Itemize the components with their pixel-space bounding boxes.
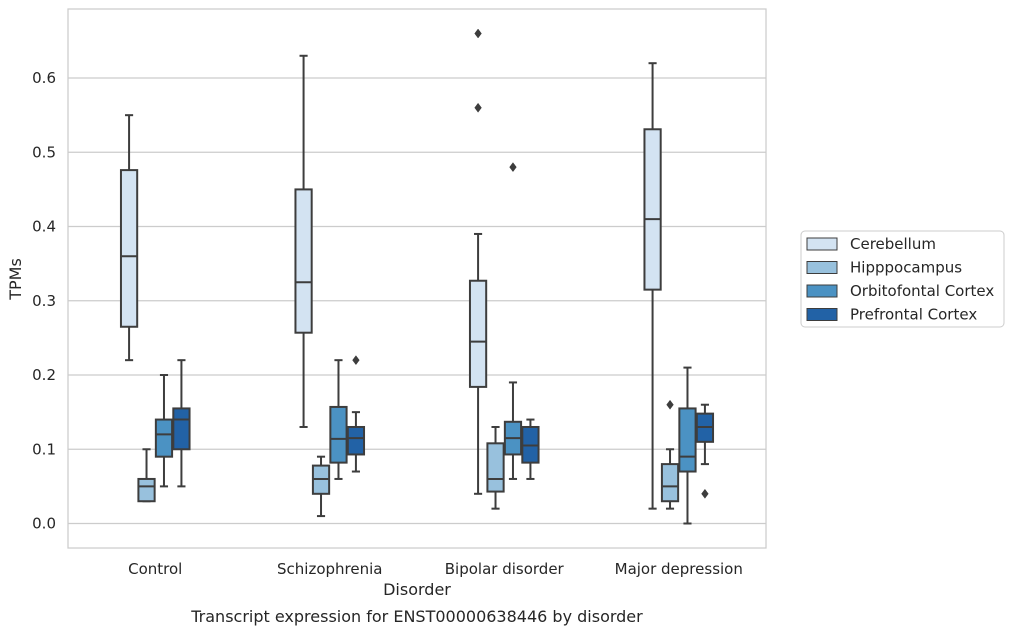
outlier-point xyxy=(701,488,709,499)
x-tick-label: Schizophrenia xyxy=(277,560,382,578)
y-tick-label: 0.2 xyxy=(32,366,56,384)
box-iqr xyxy=(678,407,697,473)
box-hipppocampus xyxy=(486,425,505,510)
box-iqr xyxy=(643,128,662,291)
x-axis-ticks: Control Schizophrenia Bipolar disorder Majo… xyxy=(128,560,743,578)
x-tick-label: Control xyxy=(128,560,182,578)
chart-caption: Transcript expression for ENST0000063844… xyxy=(190,607,643,626)
y-tick-label: 0.1 xyxy=(32,440,56,458)
box-iqr xyxy=(329,405,348,464)
box-iqr xyxy=(154,418,174,458)
y-axis-label: TPMs xyxy=(6,258,25,301)
outlier-point xyxy=(666,399,674,410)
box-orbitofontal-cortex xyxy=(503,162,523,480)
legend-swatch xyxy=(806,308,838,321)
legend-frame xyxy=(800,230,1005,328)
legend-swatch xyxy=(806,261,838,274)
outlier-point xyxy=(509,162,517,173)
y-axis-ticks: 0.0 0.1 0.2 0.3 0.4 0.5 0.6 xyxy=(32,69,56,532)
y-tick-label: 0.0 xyxy=(32,515,56,533)
legend-label: Prefrontal Cortex xyxy=(850,306,977,324)
legend: Cerebellum Hipppocampus Orbitofontal Corte… xyxy=(800,230,1005,328)
box-orbitofontal-cortex xyxy=(329,359,348,480)
outlier-point xyxy=(474,102,482,113)
y-tick-label: 0.3 xyxy=(32,292,56,310)
y-tick-label: 0.6 xyxy=(32,69,56,87)
legend-label: Cerebellum xyxy=(850,235,936,253)
box-iqr xyxy=(660,463,680,503)
box-prefrontal-cortex xyxy=(521,418,540,480)
x-axis-label: Disorder xyxy=(383,580,451,599)
box-orbitofontal-cortex xyxy=(154,374,174,488)
box-cerebellum xyxy=(294,54,313,428)
legend-label: Hipppocampus xyxy=(850,259,962,277)
box-iqr xyxy=(486,442,505,493)
legend-swatch xyxy=(806,237,838,251)
box-orbitofontal-cortex xyxy=(678,366,697,525)
box-iqr xyxy=(119,169,139,328)
x-tick-label: Major depression xyxy=(615,560,743,578)
x-tick-label: Bipolar disorder xyxy=(445,560,565,578)
box-iqr xyxy=(468,279,488,388)
box-iqr xyxy=(294,188,313,334)
box-cerebellum xyxy=(468,28,488,495)
box-iqr xyxy=(137,477,156,503)
box-iqr xyxy=(172,407,191,451)
box-hipppocampus xyxy=(311,455,331,518)
box-iqr xyxy=(346,425,366,456)
box-cerebellum xyxy=(643,62,662,510)
plot-area xyxy=(119,28,715,525)
box-cerebellum xyxy=(119,114,139,362)
box-hipppocampus xyxy=(137,448,156,503)
y-tick-label: 0.5 xyxy=(32,143,56,161)
box-prefrontal-cortex xyxy=(346,355,366,473)
outlier-point xyxy=(352,355,360,366)
plot-frame xyxy=(67,8,767,549)
legend-label: Orbitofontal Cortex xyxy=(850,282,994,300)
box-prefrontal-cortex xyxy=(172,359,191,488)
box-prefrontal-cortex xyxy=(695,403,715,499)
outlier-point xyxy=(474,28,482,39)
legend-swatch xyxy=(806,284,838,298)
y-tick-label: 0.4 xyxy=(32,218,56,236)
box-hipppocampus xyxy=(660,399,680,510)
